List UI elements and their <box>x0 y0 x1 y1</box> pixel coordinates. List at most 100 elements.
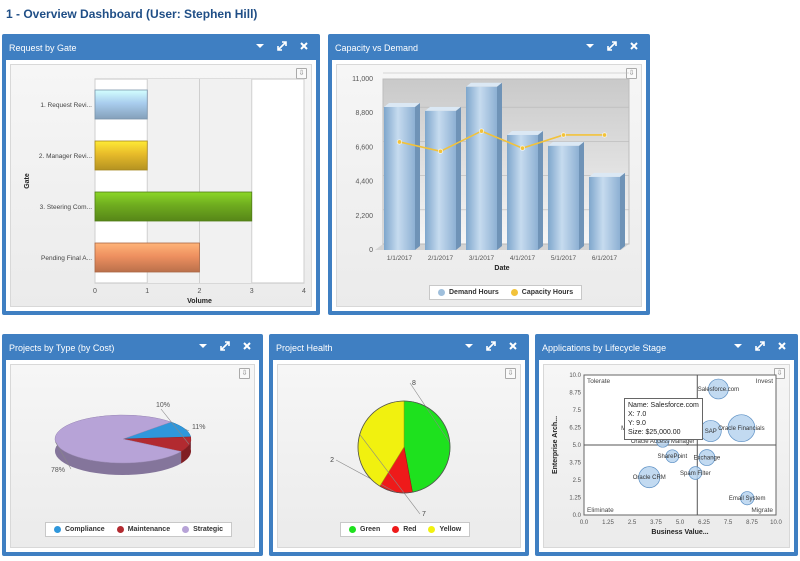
close-icon[interactable] <box>776 340 788 352</box>
y-axis-label: Gate <box>24 173 31 189</box>
chart-area: ⇩ Tolerate Invest Eliminate Migrate 0.0 1.25 2… <box>543 364 790 548</box>
bar <box>94 242 200 273</box>
x-tick-label: 5/1/2017 <box>551 255 577 262</box>
widget-title: Request by Gate <box>9 43 77 53</box>
legend-item[interactable]: Maintenance <box>116 526 170 533</box>
x-tick-label: 2/1/2017 <box>428 255 454 262</box>
pie-leader-line <box>335 459 396 493</box>
bar <box>384 106 415 251</box>
x-tick-label: 3.75 <box>650 520 662 526</box>
y-tick-label: 1.25 <box>569 496 581 502</box>
lifecycle-scatter-chart: Tolerate Invest Eliminate Migrate 0.0 1.25 2.5… <box>552 373 782 536</box>
chevron-down-icon[interactable] <box>197 340 209 352</box>
bubble-label: Oracle Access Manager <box>631 439 695 445</box>
y-tick-label: 5.0 <box>573 443 582 449</box>
pie-label: 7 <box>422 511 426 518</box>
legend-item[interactable]: Capacity Hours <box>510 289 574 296</box>
x-tick-label: 6/1/2017 <box>592 255 618 262</box>
legend-item[interactable]: Strategic <box>182 526 223 533</box>
projects-by-type-widget: Projects by Type (by Cost) ⇩ 11% 10% 78% C… <box>2 334 263 556</box>
bar-top <box>425 106 461 111</box>
y-tick-label: 8,800 <box>355 110 373 117</box>
y-tick-label: 0.0 <box>573 513 582 519</box>
export-icon[interactable]: ⇩ <box>774 368 785 379</box>
bubble-label: Spam Filter <box>680 471 711 477</box>
legend-label: Demand Hours <box>449 289 499 296</box>
capacity-chart: 0 2,200 4,400 6,600 8,800 11,000 1/1/2017 2/1/2… <box>352 72 630 272</box>
expand-icon[interactable] <box>485 340 497 352</box>
pie-outline <box>357 400 451 494</box>
legend-label: Green <box>360 526 381 533</box>
bubble <box>727 414 756 443</box>
bar <box>548 145 579 250</box>
bar <box>94 140 148 171</box>
legend-swatch <box>182 526 190 533</box>
bubble <box>688 466 703 480</box>
y-tick-label: 2.5 <box>573 478 582 484</box>
widget-header: Request by Gate <box>2 34 320 60</box>
close-icon[interactable] <box>241 340 253 352</box>
bar-side <box>415 102 420 251</box>
bar <box>589 176 620 250</box>
quadrant-label: Migrate <box>751 507 773 514</box>
capacity-legend: Demand Hours Capacity Hours <box>429 285 583 300</box>
pie-label: 11% <box>192 424 206 431</box>
health-pie-chart: 8 2 7 <box>330 380 451 518</box>
expand-icon[interactable] <box>606 40 618 52</box>
x-axis-label: Business Value... <box>651 529 708 536</box>
widget-header: Project Health <box>269 334 529 360</box>
pie-slice-side <box>181 436 192 464</box>
expand-icon[interactable] <box>754 340 766 352</box>
x-tick-label: 2.5 <box>628 520 637 526</box>
bubble-label: SharePoint <box>657 454 687 460</box>
bubble-label: Salesforce.com <box>698 387 739 393</box>
x-tick-label: 6.25 <box>698 520 710 526</box>
chevron-down-icon[interactable] <box>584 40 596 52</box>
y-tick-label: 10.0 <box>569 373 581 379</box>
widget-header: Applications by Lifecycle Stage <box>535 334 798 360</box>
close-icon[interactable] <box>298 40 310 52</box>
legend-item[interactable]: Demand Hours <box>438 289 499 296</box>
tooltip-y: Y: 9.0 <box>628 420 646 427</box>
quadrant-label: Eliminate <box>587 507 614 514</box>
export-icon[interactable]: ⇩ <box>505 368 516 379</box>
y-tick-label: 4,400 <box>355 179 373 186</box>
x-tick-label: 4 <box>302 288 306 295</box>
pie-leader-line <box>184 428 190 432</box>
x-tick-label: 8.75 <box>746 520 758 526</box>
x-axis-label: Volume <box>187 298 212 305</box>
bar-top <box>589 172 625 177</box>
bubble-label: Oracle CRM <box>633 475 666 481</box>
legend-label: Capacity Hours <box>521 289 574 296</box>
chevron-down-icon[interactable] <box>463 340 475 352</box>
quadrant-label: Tolerate <box>587 378 611 385</box>
bar <box>466 86 497 250</box>
bar <box>507 134 538 250</box>
bar-side <box>497 82 502 250</box>
bubble-label: Exchange <box>694 456 721 462</box>
chevron-down-icon[interactable] <box>254 40 266 52</box>
y-tick-label: Pending Final A... <box>41 255 92 262</box>
expand-icon[interactable] <box>219 340 231 352</box>
bubble <box>740 491 755 506</box>
legend-item[interactable]: Green <box>349 526 380 533</box>
y-tick-label: 2,200 <box>355 213 373 220</box>
legend-swatch <box>428 526 436 533</box>
expand-icon[interactable] <box>276 40 288 52</box>
legend-item[interactable]: Compliance <box>54 526 105 533</box>
close-icon[interactable] <box>507 340 519 352</box>
x-tick-label: 2 <box>198 288 202 295</box>
x-tick-label: 1/1/2017 <box>387 255 413 262</box>
legend-item[interactable]: Red <box>392 526 416 533</box>
close-icon[interactable] <box>628 40 640 52</box>
export-icon[interactable]: ⇩ <box>239 368 250 379</box>
y-tick-label: 3.75 <box>569 461 581 467</box>
chevron-down-icon[interactable] <box>732 340 744 352</box>
legend-swatch <box>116 526 124 533</box>
export-icon[interactable]: ⇩ <box>626 68 637 79</box>
pie-label: 2 <box>330 457 334 464</box>
legend-item[interactable]: Yellow <box>428 526 461 533</box>
bubble <box>698 449 716 466</box>
bar <box>94 191 253 222</box>
x-tick-label: 10.0 <box>770 520 782 526</box>
